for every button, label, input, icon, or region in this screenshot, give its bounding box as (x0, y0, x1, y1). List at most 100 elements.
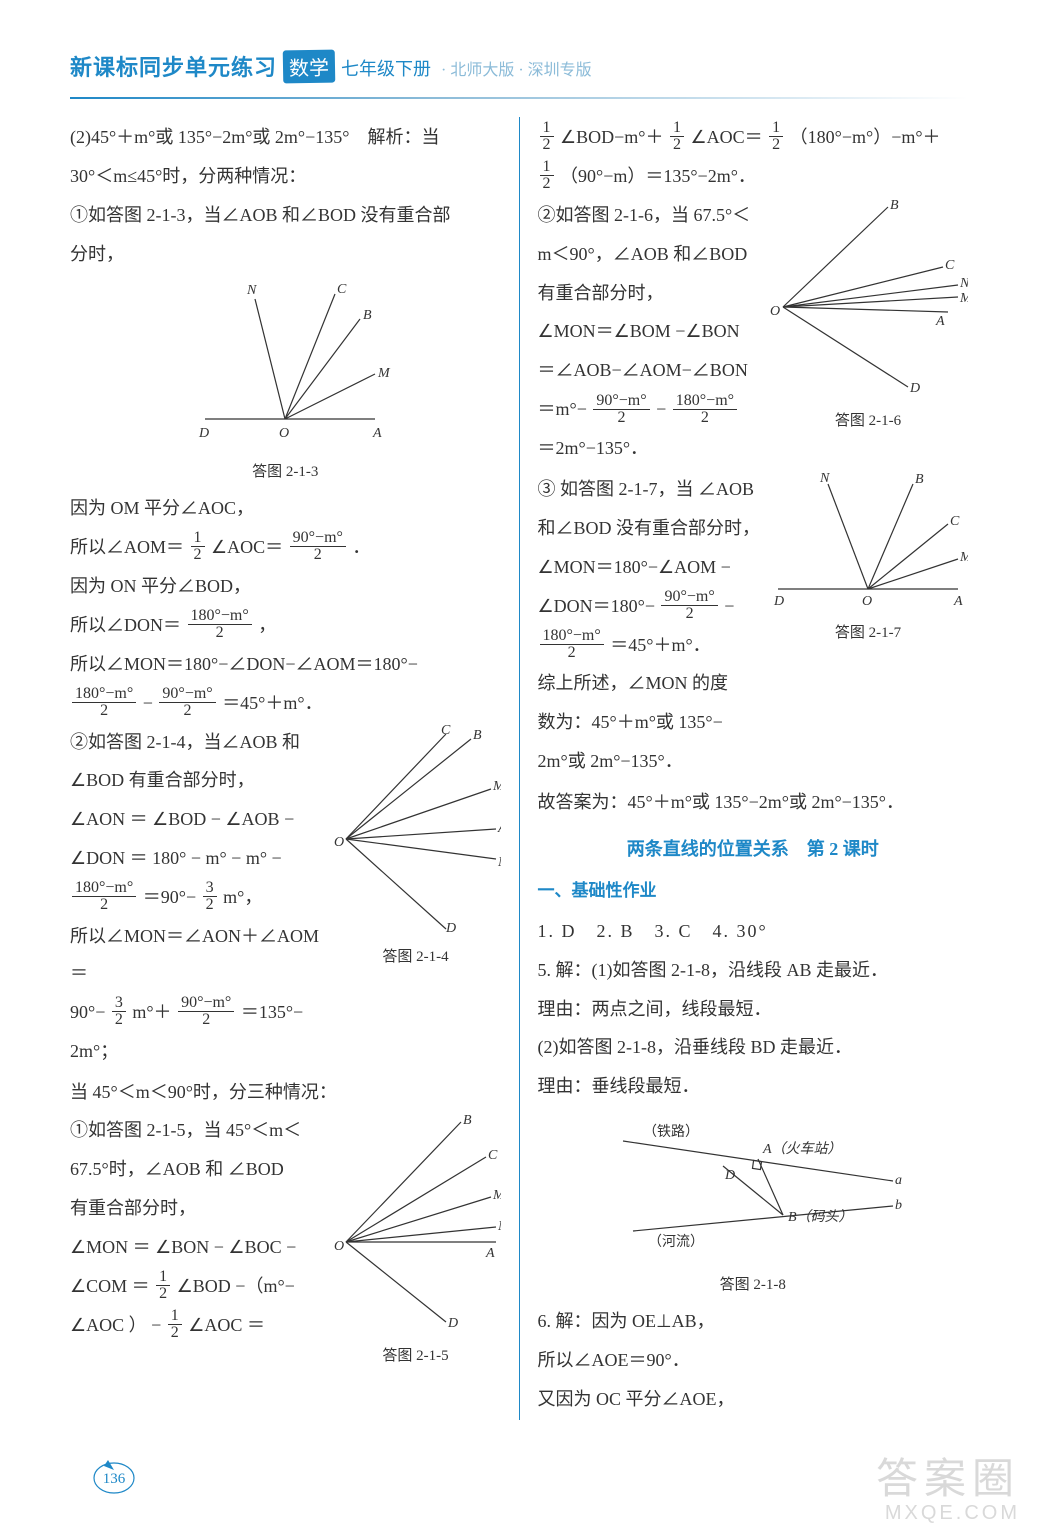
grade-text: 七年级下册 (341, 55, 431, 81)
svg-text:b: b (895, 1198, 902, 1213)
watermark: 答案圈 MXQE.COM (876, 1456, 1020, 1524)
svg-text:B: B (473, 728, 482, 743)
svg-text:C: C (945, 258, 955, 273)
text: 分时， (70, 236, 501, 273)
right-column: 12 ∠BOD−m°＋ 12 ∠AOC＝ 12 （180°−m°）−m°＋ 12… (519, 117, 969, 1420)
figure-2-1-4: C B M A N O D 答图 2-1-4 (331, 724, 501, 974)
svg-text:C: C (950, 514, 960, 529)
svg-text:M: M (377, 366, 391, 381)
svg-text:N: N (497, 1219, 501, 1234)
figure-2-1-5: B C M N A O D 答图 2-1-5 (331, 1112, 501, 1372)
header-rule (70, 97, 968, 99)
text: 理由：垂线段最短． (538, 1068, 969, 1105)
svg-text:（河流）: （河流） (648, 1234, 704, 1250)
svg-text:N: N (246, 283, 257, 298)
text: 综上所述，∠MON 的度 (538, 665, 969, 702)
svg-text:D: D (724, 1168, 735, 1183)
diagram-svg: N B C M O A D (768, 469, 968, 609)
text: 故答案为：45°＋m°或 135°−2m°或 2m°−135°． (538, 784, 969, 821)
subsection-title: 一、基础性作业 (538, 874, 969, 909)
figure-2-1-6: B C N M A O D 答图 2-1-6 (768, 197, 968, 437)
section-title: 两条直线的位置关系 第 2 课时 (538, 831, 969, 868)
svg-text:136: 136 (103, 1471, 126, 1487)
svg-text:M: M (492, 779, 501, 794)
left-column: (2)45°＋m°或 135°−2m°或 2m°−135° 解析：当 30°＜m… (70, 117, 519, 1420)
svg-text:B: B (890, 198, 899, 213)
svg-text:N: N (497, 855, 501, 870)
svg-text:D: D (447, 1316, 458, 1331)
svg-text:O: O (279, 426, 289, 441)
text: 因为 OM 平分∠AOC， (70, 490, 501, 527)
svg-text:O: O (862, 594, 872, 609)
svg-text:O: O (770, 304, 780, 319)
svg-text:B（码头）: B（码头） (788, 1209, 853, 1225)
svg-text:O: O (334, 835, 344, 850)
text: 所以∠MON＝180°−∠DON−∠AOM＝180°− (70, 646, 501, 683)
figure-caption: 答图 2-1-5 (331, 1341, 501, 1372)
svg-text:a: a (895, 1173, 902, 1188)
text: (2)如答图 2-1-8，沿垂线段 BD 走最近． (538, 1029, 969, 1066)
text: 数为：45°＋m°或 135°− (538, 704, 969, 741)
text: 180°−m°2 − 90°−m°2 ＝45°＋m°． (70, 685, 501, 722)
svg-text:D: D (198, 426, 209, 441)
svg-text:A: A (497, 821, 501, 836)
page-number: 136 (90, 1456, 138, 1496)
text: 理由：两点之间，线段最短． (538, 991, 969, 1028)
figure-2-1-3: N C B M O A D 答图 2-1-3 (70, 279, 501, 489)
svg-text:A: A (935, 314, 945, 329)
diagram-svg: B C M N A O D (331, 1112, 501, 1332)
answers-line: 1. D 2. B 3. C 4. 30° (538, 913, 969, 950)
diagram-svg: C B M A N O D (331, 724, 501, 934)
svg-text:C: C (441, 724, 451, 738)
text: 所以∠AOM＝ 12 ∠AOC＝ 90°−m°2 ． (70, 529, 501, 566)
svg-text:C: C (488, 1148, 498, 1163)
svg-text:A（火车站）: A（火车站） (762, 1141, 842, 1157)
diagram-svg: （铁路） A（火车站） D a b B（码头） （河流） (593, 1111, 913, 1261)
figure-2-1-8: （铁路） A（火车站） D a b B（码头） （河流） 答图 2-1-8 (538, 1111, 969, 1301)
svg-text:M: M (492, 1188, 501, 1203)
svg-text:A: A (953, 594, 963, 609)
text: 12 ∠BOD−m°＋ 12 ∠AOC＝ 12 （180°−m°）−m°＋ (538, 119, 969, 156)
text: 12 （90°−m）＝135°−2m°． (538, 158, 969, 195)
svg-text:N: N (959, 276, 968, 291)
page-header: 新课标同步单元练习 数学 七年级下册 · 北师大版 · 深圳专版 (0, 0, 1038, 93)
svg-text:D: D (445, 921, 456, 934)
brand-text: 新课标同步单元练习 (70, 50, 277, 82)
subject-badge: 数学 (283, 50, 336, 84)
svg-text:D: D (909, 381, 920, 396)
text: 5. 解：(1)如答图 2-1-8，沿线段 AB 走最近． (538, 952, 969, 989)
svg-text:A: A (372, 426, 382, 441)
text: 2m°或 2m°−135°． (538, 743, 969, 780)
text: 所以∠DON＝ 180°−m°2 ， (70, 607, 501, 644)
figure-2-1-7: N B C M O A D 答图 2-1-7 (768, 469, 968, 649)
watermark-line1: 答案圈 (876, 1456, 1020, 1502)
text: 因为 ON 平分∠BOD， (70, 568, 501, 605)
svg-text:（铁路）: （铁路） (643, 1124, 699, 1140)
figure-caption: 答图 2-1-4 (331, 942, 501, 973)
text: 当 45°＜m＜90°时，分三种情况： (70, 1074, 501, 1111)
figure-caption: 答图 2-1-8 (538, 1270, 969, 1301)
svg-text:M: M (959, 550, 968, 565)
svg-text:M: M (959, 291, 968, 306)
svg-text:O: O (334, 1239, 344, 1254)
svg-text:B: B (463, 1113, 472, 1128)
text: 90°− 32 m°＋ 90°−m°2 ＝135°− (70, 994, 501, 1031)
svg-text:A: A (485, 1246, 495, 1261)
svg-text:B: B (363, 308, 372, 323)
diagram-svg: B C N M A O D (768, 197, 968, 397)
figure-caption: 答图 2-1-3 (70, 457, 501, 488)
text: ①如答图 2-1-3，当∠AOB 和∠BOD 没有重合部 (70, 197, 501, 234)
text: 又因为 OC 平分∠AOE， (538, 1381, 969, 1418)
page-columns: (2)45°＋m°或 135°−2m°或 2m°−135° 解析：当 30°＜m… (0, 117, 1038, 1420)
svg-text:B: B (915, 472, 924, 487)
figure-caption: 答图 2-1-6 (768, 406, 968, 437)
svg-text:C: C (337, 282, 347, 297)
diagram-svg: N C B M O A D (175, 279, 395, 449)
text: (2)45°＋m°或 135°−2m°或 2m°−135° 解析：当 (70, 119, 501, 156)
svg-text:D: D (773, 594, 784, 609)
text: 30°＜m≤45°时，分两种情况： (70, 158, 501, 195)
text: 2m°； (70, 1033, 501, 1070)
watermark-line2: MXQE.COM (876, 1502, 1020, 1524)
text: 6. 解：因为 OE⊥AB， (538, 1303, 969, 1340)
svg-text:N: N (819, 471, 830, 486)
